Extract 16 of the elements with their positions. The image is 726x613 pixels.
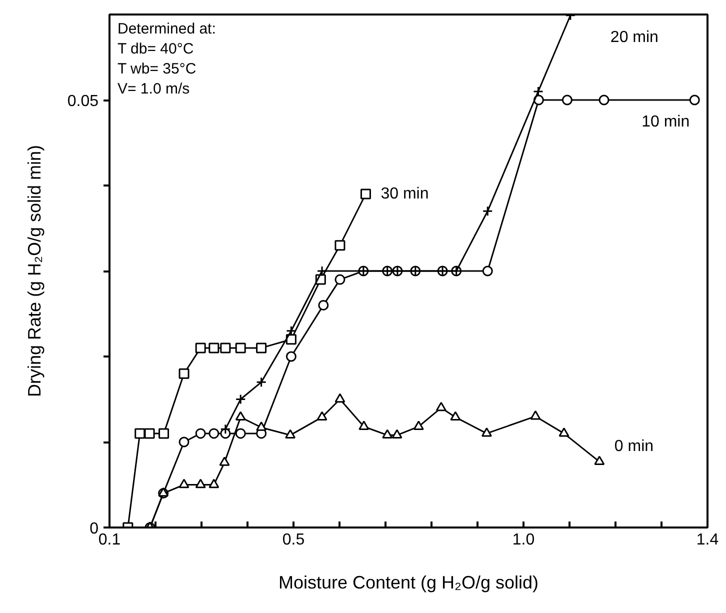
- y-axis-title: Drying Rate (g H₂O/g solid min): [24, 144, 44, 398]
- x-tick-label: 0.5: [282, 532, 305, 548]
- y-tick-label: 0: [90, 520, 99, 538]
- x-tick-label: 1.4: [696, 532, 719, 548]
- annotation: T db= 40°C: [118, 40, 194, 58]
- annotation: T wb= 35°C: [118, 60, 196, 78]
- annotation: Determined at:: [118, 20, 216, 38]
- series-label: 0 min: [614, 438, 654, 456]
- text: 20 min: [610, 28, 658, 46]
- series-label: 10 min: [642, 114, 690, 130]
- y-tick-label: 0.05: [67, 93, 99, 110]
- x-tick-label: 0.1: [98, 532, 121, 548]
- annotation: V= 1.0 m/s: [118, 80, 190, 98]
- x-axis-title: Moisture Content (g H₂O/g solid): [278, 572, 539, 592]
- x-tick-label: 1.0: [512, 532, 535, 548]
- series-label: 30 min: [380, 186, 429, 203]
